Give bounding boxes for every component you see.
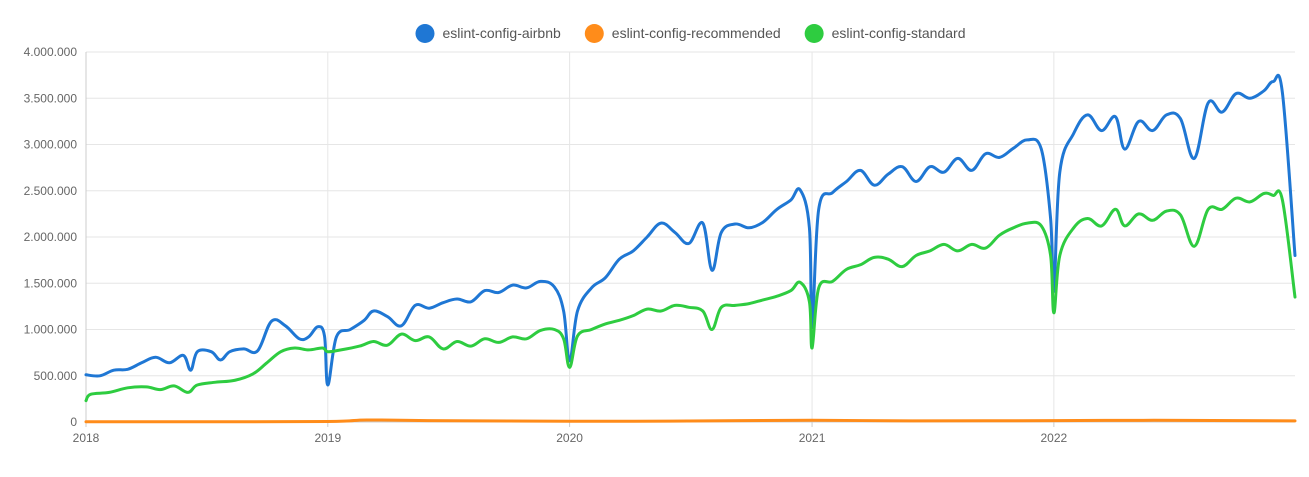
y-tick-label: 1.000.000 <box>24 323 78 337</box>
series-line-eslint-config-recommended <box>84 418 1297 424</box>
legend-swatch[interactable] <box>804 24 824 43</box>
legend: eslint-config-airbnb eslint-config-recomm… <box>415 24 966 43</box>
y-tick-label: 500.000 <box>34 369 78 383</box>
y-tick-label: 2.500.000 <box>24 184 78 198</box>
x-tick-label: 2021 <box>799 431 826 445</box>
y-tick-label: 1.500.000 <box>24 276 78 290</box>
series-line-eslint-config-standard <box>84 189 1297 403</box>
y-tick-label: 3.500.000 <box>24 91 78 105</box>
legend-label: eslint-config-airbnb <box>442 25 560 41</box>
grid <box>85 51 1295 423</box>
x-tick-label: 2020 <box>556 431 583 445</box>
series-line-eslint-config-airbnb <box>84 74 1297 387</box>
y-tick-label: 4.000.000 <box>24 45 78 59</box>
legend-swatch[interactable] <box>415 24 435 43</box>
legend-label: eslint-config-standard <box>832 25 966 41</box>
y-tick-label: 3.000.000 <box>24 138 78 152</box>
y-tick-label: 2.000.000 <box>24 230 78 244</box>
legend-label: eslint-config-recommended <box>612 25 781 41</box>
y-tick-label: 0 <box>70 415 77 429</box>
x-tick-label: 2019 <box>314 431 341 445</box>
axes: 0 500.000 1.000.000 1.500.000 2.000.000 2.500… <box>24 45 1295 445</box>
series-group <box>84 74 1297 424</box>
legend-swatch[interactable] <box>584 24 604 43</box>
x-tick-label: 2018 <box>73 431 100 445</box>
x-tick-label: 2022 <box>1041 431 1068 445</box>
